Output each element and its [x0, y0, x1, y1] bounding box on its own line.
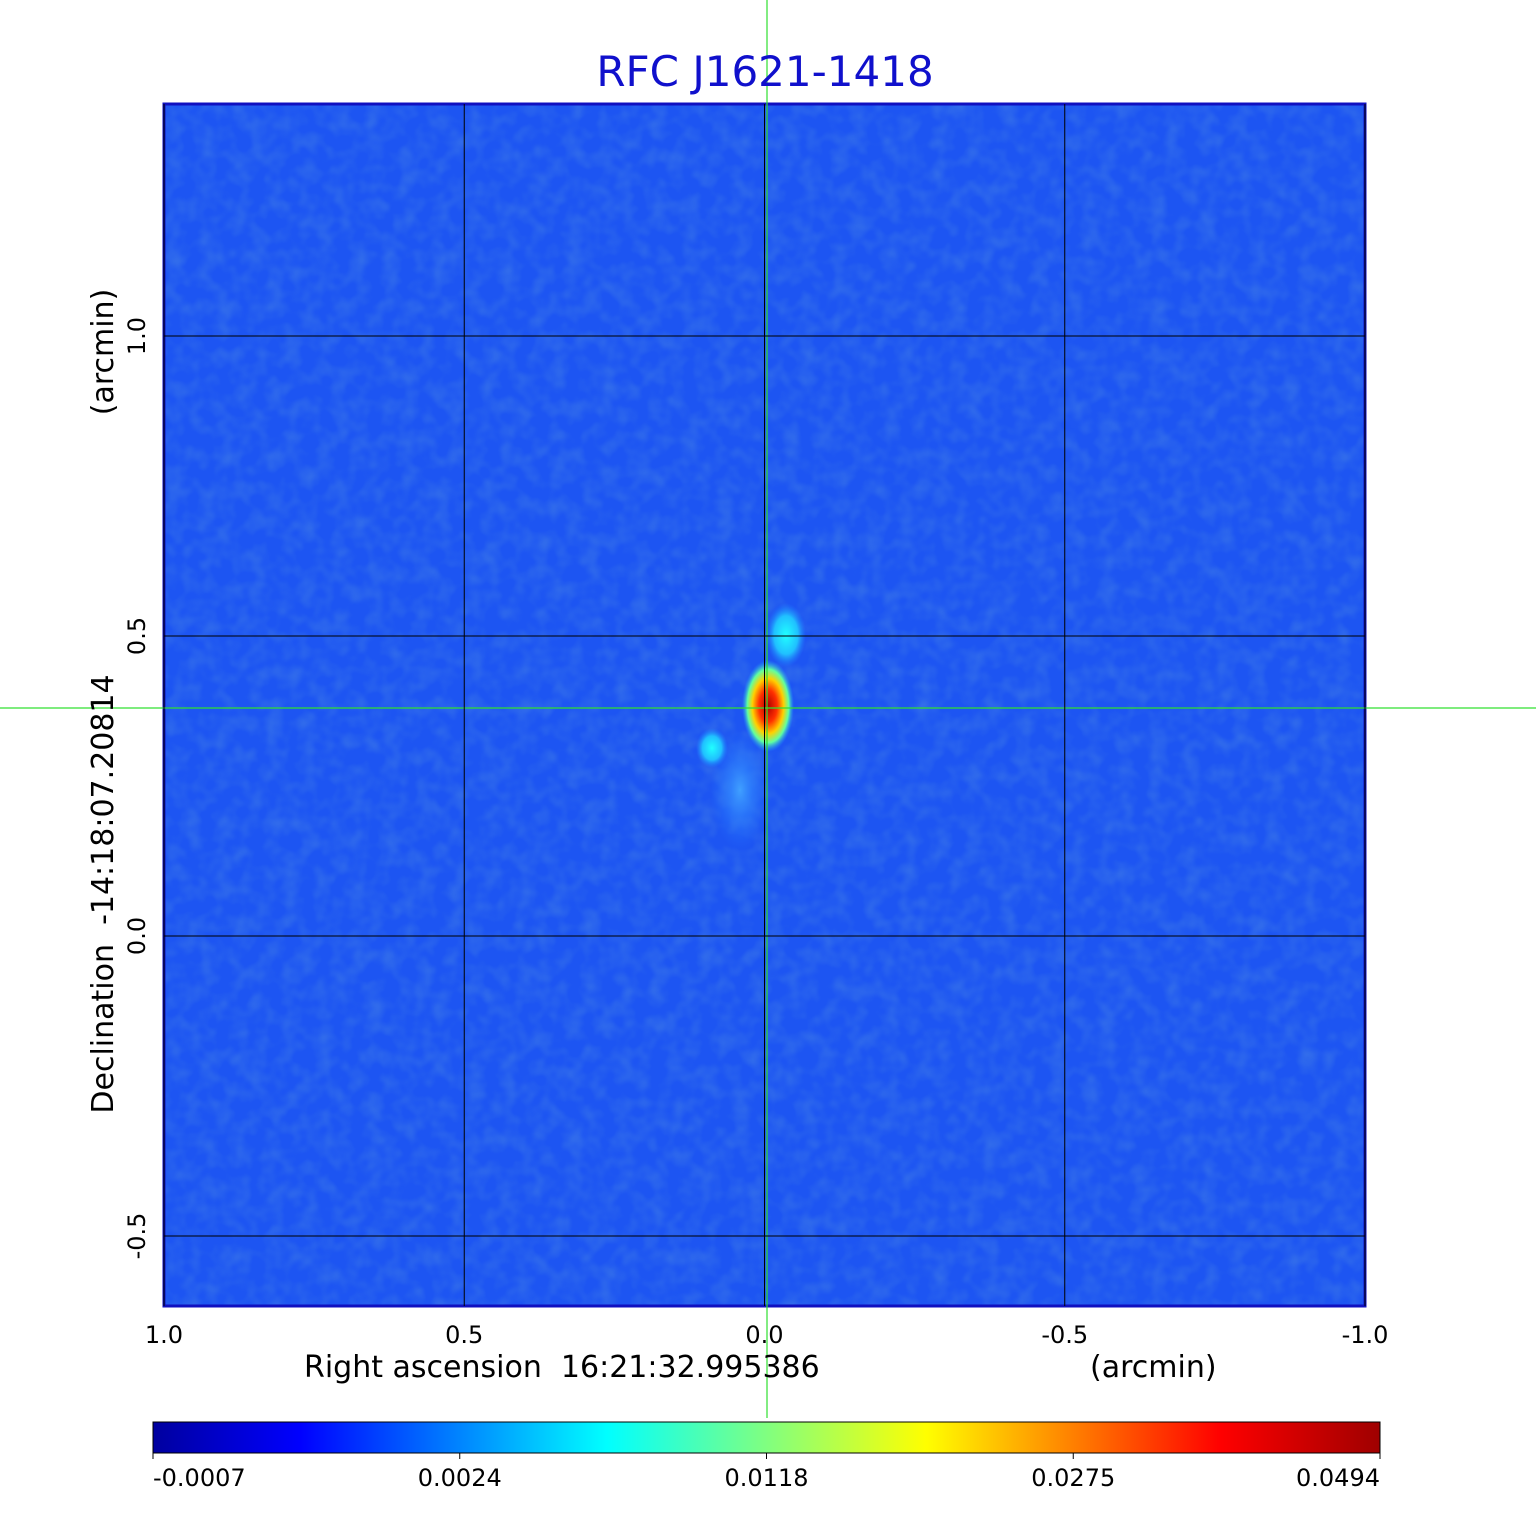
x-tick-label: 0.5: [445, 1321, 483, 1349]
x-axis-label: Right ascension 16:21:32.995386: [304, 1350, 820, 1385]
y-axis-label: Declination -14:18:07.20814: [86, 674, 121, 1113]
colorbar-tick-label: -0.0007: [153, 1464, 246, 1492]
colorbar-tick-label: 0.0024: [418, 1464, 502, 1492]
jet-knot: [696, 728, 728, 768]
jet-knot: [766, 603, 806, 667]
y-axis-unit: (arcmin): [86, 289, 121, 416]
x-tick-label: 1.0: [145, 1321, 183, 1349]
x-tick-label: 0.0: [745, 1321, 783, 1349]
x-tick-label: -0.5: [1041, 1321, 1088, 1349]
y-tick-label: -0.5: [123, 1213, 151, 1260]
colorbar-tick-label: 0.0275: [1031, 1464, 1115, 1492]
y-tick-label: 0.5: [123, 617, 151, 655]
faint-emission: [710, 730, 770, 850]
source-core: [742, 660, 794, 752]
x-axis-unit: (arcmin): [1090, 1350, 1217, 1385]
colorbar: [152, 1421, 1381, 1454]
y-tick-label: 0.0: [123, 917, 151, 955]
colorbar-tick-label: 0.0494: [1296, 1464, 1380, 1492]
x-tick-label: -1.0: [1342, 1321, 1389, 1349]
y-tick-label: 1.0: [123, 317, 151, 355]
colorbar-tick-label: 0.0118: [725, 1464, 809, 1492]
chart-title: RFC J1621-1418: [596, 47, 933, 96]
